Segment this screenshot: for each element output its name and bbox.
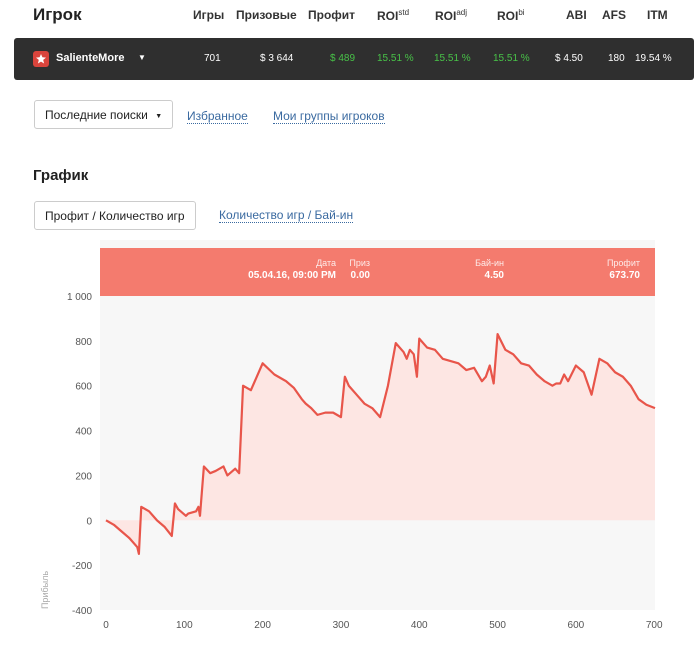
- tooltip-profit-value: 673.70: [609, 270, 640, 281]
- column-label: ROI: [435, 9, 457, 23]
- column-games[interactable]: Игры: [193, 8, 224, 22]
- x-tick-label: 700: [646, 620, 663, 631]
- tooltip-buyin-value: 4.50: [484, 270, 504, 281]
- column-label: AFS: [602, 8, 626, 22]
- x-tick-label: 100: [176, 620, 193, 631]
- column-roi-adj[interactable]: ROIadj: [435, 8, 467, 23]
- player-row: SalienteMore ▼ 701 $ 3 644 $ 489 15.51 %…: [14, 38, 694, 80]
- player-name-dropdown[interactable]: SalienteMore: [56, 52, 125, 64]
- player-afs: 180: [608, 53, 625, 64]
- tooltip-date-value: 05.04.16, 09:00 PM: [248, 270, 336, 281]
- y-tick-label: 0: [86, 516, 92, 527]
- column-label: ROI: [377, 9, 399, 23]
- y-tick-label: 200: [75, 471, 92, 482]
- y-tick-label: 800: [75, 337, 92, 348]
- player-stats-header: Игрок Игры Призовые Профит ROIstd ROIadj…: [0, 0, 700, 30]
- column-label: Игры: [193, 8, 225, 22]
- x-tick-label: 0: [103, 620, 109, 631]
- column-label: ABI: [566, 8, 587, 22]
- column-roi-std[interactable]: ROIstd: [377, 8, 409, 23]
- column-afs[interactable]: AFS: [602, 8, 626, 22]
- column-label: ROI: [497, 9, 519, 23]
- x-tick-label: 400: [411, 620, 428, 631]
- recent-searches-label: Последние поиски: [45, 108, 148, 122]
- player-winnings: $ 3 644: [260, 53, 294, 64]
- x-tick-label: 600: [568, 620, 585, 631]
- tooltip-buyin-label: Бай-ин: [475, 258, 504, 268]
- tooltip-date-label: Дата: [316, 258, 336, 268]
- tab-games-vs-buyin[interactable]: Количество игр / Бай-ин: [219, 208, 354, 223]
- player-abi: $ 4.50: [555, 53, 583, 64]
- y-tick-label: -400: [72, 606, 92, 617]
- column-label: ITM: [647, 8, 668, 22]
- column-winnings[interactable]: Призовые: [236, 8, 297, 22]
- column-abi[interactable]: ABI: [566, 8, 587, 22]
- chevron-down-icon: ▼: [155, 113, 163, 120]
- chart-section-title: График: [33, 167, 89, 184]
- tooltip-prize-label: Приз: [349, 258, 370, 268]
- recent-searches-dropdown[interactable]: Последние поиски ▼: [34, 100, 174, 129]
- y-tick-label: 600: [75, 382, 92, 393]
- pokerstars-logo-icon: [33, 51, 49, 67]
- column-label: Призовые: [236, 8, 297, 22]
- column-profit[interactable]: Профит: [308, 8, 355, 22]
- player-roi-std: 15.51 %: [377, 53, 414, 64]
- column-label: Профит: [308, 8, 356, 22]
- y-tick-label: 400: [75, 427, 92, 438]
- chart-tooltip: Дата 05.04.16, 09:00 PM Приз 0.00 Бай-ин…: [100, 248, 655, 296]
- player-profit: $ 489: [330, 53, 356, 64]
- y-axis-label: Прибыль: [40, 571, 50, 609]
- tooltip-profit-label: Профит: [606, 258, 640, 268]
- y-tick-label: -200: [72, 561, 92, 572]
- player-groups-link[interactable]: Мои группы игроков: [273, 109, 385, 124]
- tooltip-prize-value: 0.00: [350, 270, 370, 281]
- column-sup: adj: [456, 8, 468, 17]
- profit-line: [105, 333, 656, 556]
- y-tick-label: 1 000: [67, 292, 92, 303]
- x-tick-label: 200: [254, 620, 271, 631]
- player-games: 701: [204, 53, 221, 64]
- tab-profit-vs-games[interactable]: Профит / Количество игр: [34, 201, 196, 230]
- player-roi-bi: 15.51 %: [493, 53, 530, 64]
- favorites-link[interactable]: Избранное: [187, 109, 248, 124]
- page-title: Игрок: [33, 5, 82, 24]
- column-sup: std: [398, 8, 410, 17]
- column-roi-bi[interactable]: ROIbi: [497, 8, 525, 23]
- chevron-down-icon[interactable]: ▼: [138, 53, 146, 62]
- profit-chart: -400 -200 0 200 400 600 800 1 000 0 100 200 300 400 5…: [40, 240, 663, 631]
- player-roi-adj: 15.51 %: [434, 53, 471, 64]
- x-tick-label: 500: [489, 620, 506, 631]
- column-itm[interactable]: ITM: [647, 8, 668, 22]
- column-sup: bi: [518, 8, 525, 17]
- player-itm: 19.54 %: [635, 53, 672, 64]
- x-tick-label: 300: [333, 620, 350, 631]
